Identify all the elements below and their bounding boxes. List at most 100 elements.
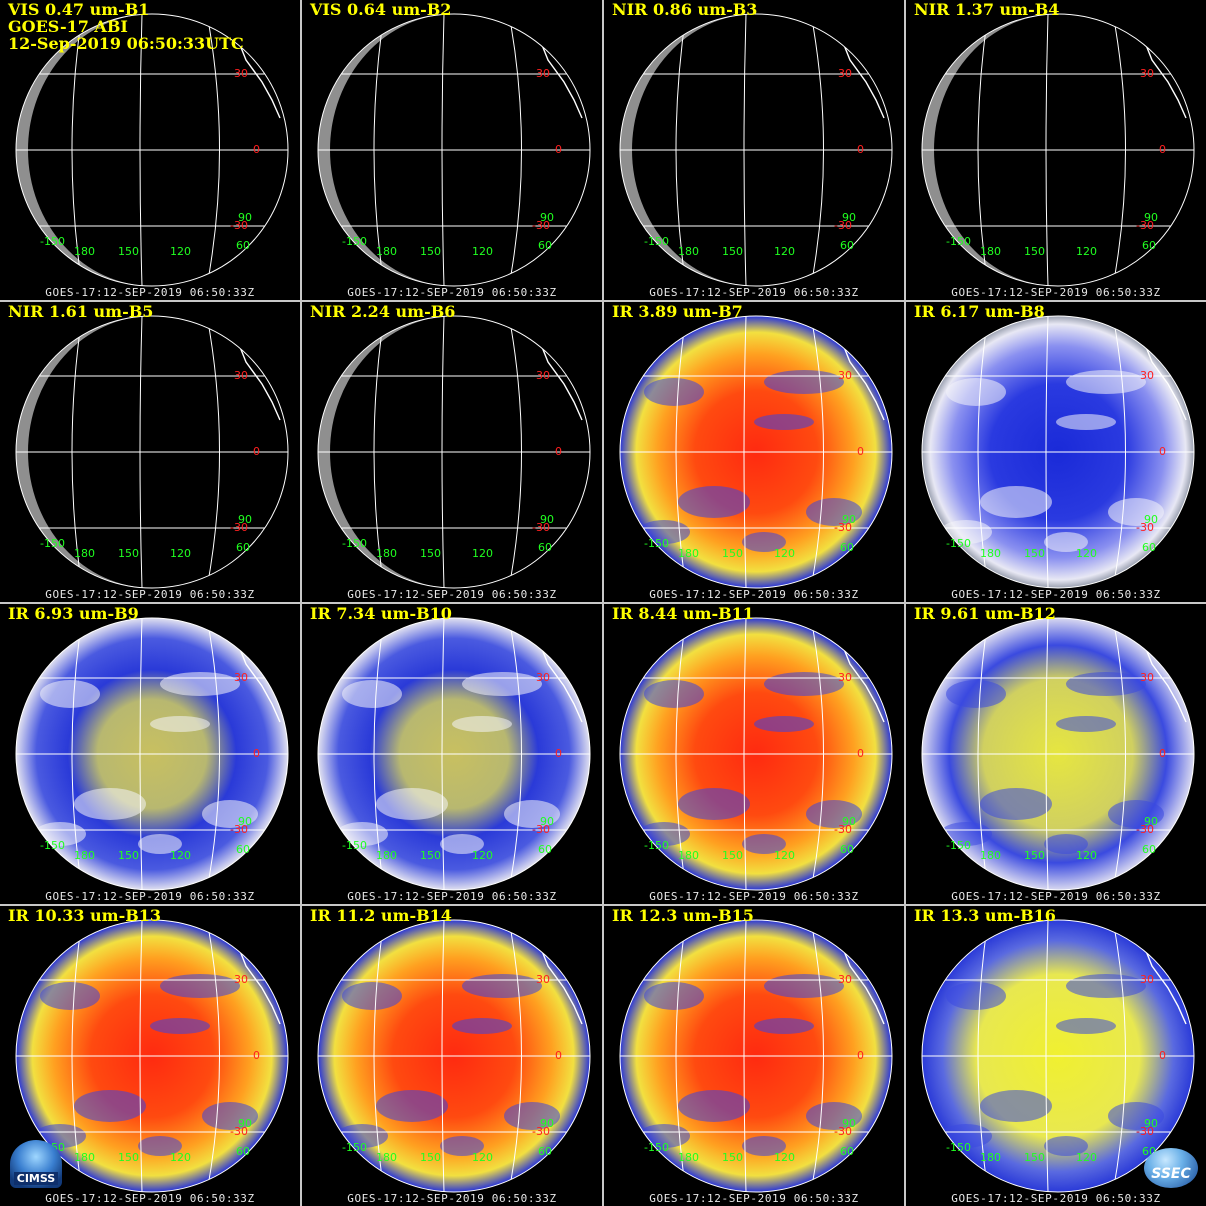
timestamp-footer: GOES-17:12-SEP-2019 06:50:33Z	[45, 1192, 255, 1205]
longitude-line	[675, 618, 687, 890]
latitude-label: 30	[838, 369, 852, 382]
longitude-line	[810, 14, 824, 286]
latitude-label: 30	[1140, 973, 1154, 986]
longitude-line	[139, 316, 143, 588]
globe-image	[921, 13, 1195, 287]
longitude-label: -150	[946, 235, 971, 248]
longitude-label: 180	[678, 1151, 699, 1164]
cloud-feature	[754, 716, 814, 732]
longitude-label: -150	[644, 839, 669, 852]
longitude-label: 120	[170, 849, 191, 862]
latitude-label: 30	[838, 67, 852, 80]
globe-outline	[317, 617, 591, 891]
timestamp-footer: GOES-17:12-SEP-2019 06:50:33Z	[45, 286, 255, 299]
band-title: IR 9.61 um-B12	[914, 604, 1056, 623]
longitude-label: 180	[980, 547, 1001, 560]
longitude-label: 150	[420, 245, 441, 258]
longitude-label: 120	[1076, 547, 1097, 560]
longitude-line	[71, 316, 83, 588]
longitude-label: 90	[238, 211, 252, 224]
cloud-feature	[678, 486, 750, 518]
latitude-label: 30	[234, 973, 248, 986]
latitude-label: 30	[536, 671, 550, 684]
longitude-label: 150	[1024, 547, 1045, 560]
longitude-line	[508, 14, 522, 286]
longitude-label: 150	[1024, 849, 1045, 862]
cloud-feature	[644, 982, 704, 1010]
band-panel: VIS 0.64 um-B2 30 0 -30 -150 180 150 120 60 90 GOE…	[302, 0, 602, 300]
cloud-feature	[764, 974, 844, 998]
longitude-line	[373, 618, 385, 890]
globe-outline	[921, 315, 1195, 589]
cloud-feature	[980, 788, 1052, 820]
globe-outline	[15, 13, 289, 287]
cloud-feature	[1056, 414, 1116, 430]
longitude-label: 120	[774, 849, 795, 862]
longitude-label: 120	[1076, 849, 1097, 862]
globe-outline	[15, 315, 289, 589]
timestamp-footer: GOES-17:12-SEP-2019 06:50:33Z	[649, 588, 859, 601]
latitude-label: -30	[230, 1125, 248, 1138]
longitude-label: 60	[538, 843, 552, 856]
longitude-label: 120	[774, 245, 795, 258]
timestamp-footer: GOES-17:12-SEP-2019 06:50:33Z	[649, 1192, 859, 1205]
latitude-label: -30	[1136, 521, 1154, 534]
longitude-label: 60	[1142, 1145, 1156, 1158]
cloud-feature	[138, 1136, 182, 1156]
longitude-label: -150	[40, 537, 65, 550]
longitude-label: 180	[376, 849, 397, 862]
latitude-label: -30	[1136, 823, 1154, 836]
cloud-feature	[764, 672, 844, 696]
longitude-line	[508, 316, 522, 588]
longitude-label: 60	[1142, 541, 1156, 554]
longitude-line	[1112, 316, 1126, 588]
longitude-line	[977, 14, 989, 286]
band-title: NIR 2.24 um-B6	[310, 302, 456, 321]
cloud-feature	[74, 1090, 146, 1122]
globe-image	[921, 315, 1195, 589]
globe-outline	[317, 315, 591, 589]
longitude-line	[1045, 14, 1049, 286]
longitude-label: 180	[74, 245, 95, 258]
longitude-label: 120	[1076, 1151, 1097, 1164]
longitude-line	[508, 920, 522, 1192]
cloud-feature	[74, 788, 146, 820]
longitude-label: 90	[842, 815, 856, 828]
latitude-label: 30	[234, 671, 248, 684]
latitude-label: 0	[253, 1049, 260, 1062]
globe-image	[317, 13, 591, 287]
band-title: IR 6.93 um-B9	[8, 604, 139, 623]
longitude-label: 90	[540, 211, 554, 224]
latitude-label: 30	[536, 973, 550, 986]
band-title: IR 6.17 um-B8	[914, 302, 1045, 321]
longitude-line	[206, 14, 220, 286]
cloud-feature	[440, 1136, 484, 1156]
cloud-feature	[150, 716, 210, 732]
longitude-label: 90	[238, 815, 252, 828]
band-panel: IR 9.61 um-B12 30 0 -30 -150 180 150 120 60 90 GOE…	[906, 604, 1206, 904]
cloud-feature	[678, 1090, 750, 1122]
longitude-line	[508, 618, 522, 890]
longitude-label: 180	[678, 245, 699, 258]
timestamp-footer: GOES-17:12-SEP-2019 06:50:33Z	[347, 890, 557, 903]
timestamp-footer: GOES-17:12-SEP-2019 06:50:33Z	[951, 1192, 1161, 1205]
cloud-feature	[440, 834, 484, 854]
longitude-label: 180	[678, 547, 699, 560]
longitude-line	[139, 14, 143, 286]
longitude-line	[810, 920, 824, 1192]
cloud-feature	[1056, 1018, 1116, 1034]
longitude-label: 120	[472, 849, 493, 862]
latitude-label: -30	[834, 521, 852, 534]
longitude-label: 180	[376, 547, 397, 560]
longitude-label: 90	[1144, 815, 1158, 828]
longitude-label: 150	[722, 1151, 743, 1164]
longitude-label: 90	[842, 513, 856, 526]
timestamp-footer: GOES-17:12-SEP-2019 06:50:33Z	[45, 588, 255, 601]
cloud-feature	[1044, 1136, 1088, 1156]
globe-image	[619, 617, 893, 891]
cloud-feature	[980, 1090, 1052, 1122]
longitude-line	[743, 316, 747, 588]
latitude-label: 30	[1140, 67, 1154, 80]
band-panel: IR 8.44 um-B11 30 0 -30 -150 180 150 120 60 90 GOE…	[604, 604, 904, 904]
globe-image	[619, 13, 893, 287]
